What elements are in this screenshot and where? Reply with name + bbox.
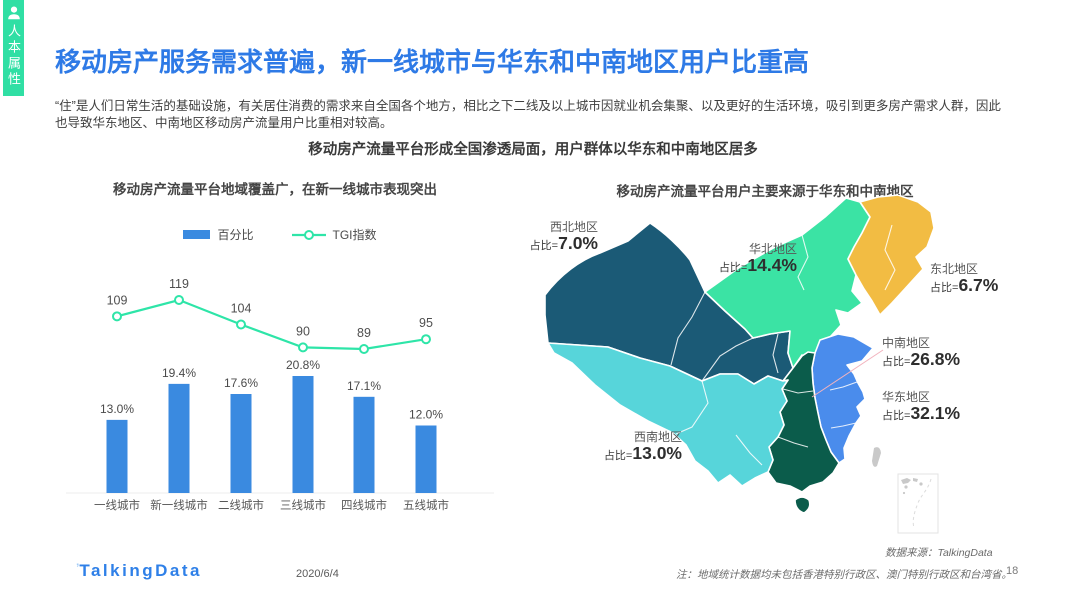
svg-text:13.0%: 13.0% [100,402,134,416]
person-icon [7,6,20,20]
intro-paragraph: “住”是人们日常生活的基础设施，有关居住消费的需求来自全国各个地方，相比之下二线… [55,99,1001,130]
talkingdata-logo: ’TalkingData [76,561,202,580]
svg-text:五线城市: 五线城市 [403,498,449,512]
svg-text:109: 109 [107,293,128,307]
svg-text:四线城市: 四线城市 [341,498,387,512]
label-northwest: 西北地区 占比=7.0% [529,220,598,253]
bar-chart-title: 移动房产流量平台地域覆盖广，在新一线城市表现突出 [113,182,437,197]
footer-date: 2020/6/4 [296,568,339,580]
svg-text:20.8%: 20.8% [286,358,320,372]
sidebar-section-label: 人本属性 [6,24,21,88]
bar-line-combo-chart: 13.0% 19.4% 17.6% 20.8% 17.1% 12.0% 109 119 104 9… [66,277,494,512]
svg-text:一线城市: 一线城市 [94,498,140,512]
svg-text:17.1%: 17.1% [347,379,381,393]
legend-item-tgi: TGI指数 [291,226,377,243]
svg-text:新一线城市: 新一线城市 [150,498,208,512]
slide-title: 移动房产服务需求普遍，新一线城市与华东和中南地区用户比重高 [55,47,810,77]
legend-line-label: TGI指数 [332,228,377,242]
legend-line-swatch [291,229,326,240]
svg-text:95: 95 [419,316,433,330]
legend-item-percent: 百分比 [183,226,254,243]
map-region-hainan [794,496,811,514]
label-northeast: 东北地区 占比=6.7% [930,262,999,295]
svg-text:二线城市: 二线城市 [218,498,264,512]
svg-text:三线城市: 三线城市 [280,498,326,512]
label-east: 华东地区 占比=32.1% [882,390,961,423]
legend-bar-swatch [183,230,211,239]
map-title: 移动房产流量平台用户主要来源于华东和中南地区 [616,184,914,199]
south-china-sea-inset [897,473,939,534]
central-south-leader-line [811,349,884,398]
legend-bar-label: 百分比 [217,228,254,242]
china-region-map [544,195,939,534]
label-north: 华北地区 占比=14.4% [718,242,797,275]
chart-legend: 百分比 TGI指数 [60,226,500,243]
province-border-lines [670,224,896,466]
svg-text:17.6%: 17.6% [224,376,258,390]
data-source-note: 数据来源：TalkingData [885,547,993,559]
svg-text:19.4%: 19.4% [162,366,196,380]
logo-tick-icon: ’ [76,561,80,575]
map-region-taiwan [872,447,881,467]
svg-text:104: 104 [231,301,252,315]
svg-text:89: 89 [357,326,371,340]
map-region-northeast [847,195,935,316]
slide-subtitle: 移动房产流量平台形成全国渗透局面，用户群体以华东和中南地区居多 [308,142,758,158]
svg-text:12.0%: 12.0% [409,408,443,422]
map-disclaimer-note: 注：地域统计数据均未包括香港特别行政区、澳门特别行政区和台湾省。 [676,569,1012,581]
label-southwest: 西南地区 占比=13.0% [603,430,682,463]
svg-text:119: 119 [169,277,189,291]
page-number: 18 [1006,565,1019,577]
sidebar-section-tab: 人本属性 [3,0,24,96]
svg-text:90: 90 [296,324,310,338]
label-central-south: 中南地区 占比=26.8% [882,336,961,369]
map-region-southwest [547,342,789,487]
